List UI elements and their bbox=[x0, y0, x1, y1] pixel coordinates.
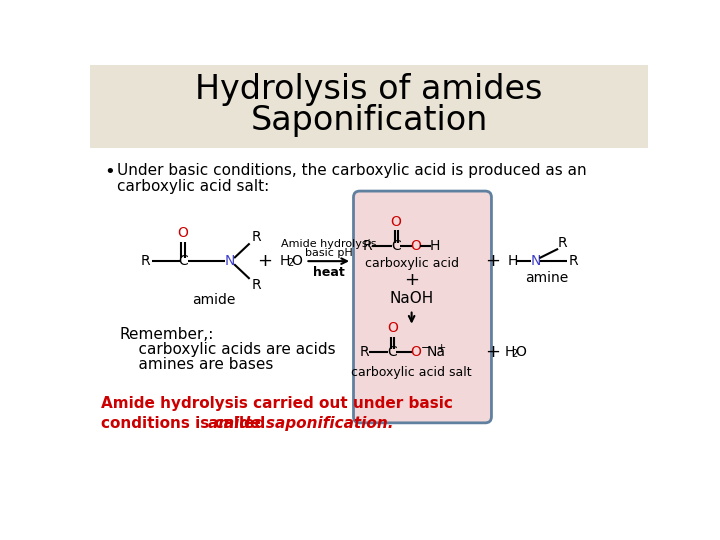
Text: heat: heat bbox=[312, 266, 345, 279]
Text: R: R bbox=[359, 345, 369, 359]
Text: amines are bases: amines are bases bbox=[120, 357, 274, 373]
Text: +: + bbox=[257, 252, 272, 270]
Text: basic pH: basic pH bbox=[305, 248, 353, 259]
Text: Remember,:: Remember,: bbox=[120, 327, 214, 342]
Text: R: R bbox=[363, 239, 372, 253]
Text: 2: 2 bbox=[287, 259, 293, 268]
Text: R: R bbox=[252, 230, 261, 244]
Text: •: • bbox=[104, 163, 114, 180]
Text: amide saponification.: amide saponification. bbox=[208, 416, 393, 431]
Text: O: O bbox=[516, 345, 526, 359]
Text: N: N bbox=[225, 254, 235, 268]
Text: Hydrolysis of amides: Hydrolysis of amides bbox=[195, 73, 543, 106]
Text: −: − bbox=[421, 343, 431, 353]
Text: H: H bbox=[280, 254, 290, 268]
Text: amide: amide bbox=[192, 293, 235, 307]
Text: conditions is called: conditions is called bbox=[101, 416, 270, 431]
Text: Under basic conditions, the carboxylic acid is produced as an: Under basic conditions, the carboxylic a… bbox=[117, 163, 587, 178]
Text: Amide hydrolysis: Amide hydrolysis bbox=[281, 239, 377, 249]
Text: O: O bbox=[391, 215, 402, 229]
Text: 2: 2 bbox=[512, 349, 518, 359]
Text: C: C bbox=[178, 254, 188, 268]
Text: O: O bbox=[410, 345, 421, 359]
Text: Na: Na bbox=[426, 345, 446, 359]
FancyBboxPatch shape bbox=[354, 191, 492, 423]
Text: +: + bbox=[404, 272, 419, 289]
Text: R: R bbox=[558, 235, 567, 249]
Text: C: C bbox=[387, 345, 397, 359]
Text: +: + bbox=[437, 343, 446, 353]
Text: O: O bbox=[410, 239, 421, 253]
Text: NaOH: NaOH bbox=[390, 291, 433, 306]
Text: Amide hydrolysis carried out under basic: Amide hydrolysis carried out under basic bbox=[101, 396, 453, 411]
Text: O: O bbox=[292, 254, 302, 268]
Text: O: O bbox=[387, 321, 397, 335]
Text: +: + bbox=[485, 252, 500, 270]
Text: carboxylic acid salt: carboxylic acid salt bbox=[351, 366, 472, 379]
Text: R: R bbox=[569, 254, 578, 268]
Text: N: N bbox=[531, 254, 541, 268]
Text: +: + bbox=[485, 343, 500, 361]
Text: carboxylic acid salt:: carboxylic acid salt: bbox=[117, 179, 269, 194]
Text: C: C bbox=[391, 239, 401, 253]
Text: O: O bbox=[178, 226, 189, 240]
Text: H: H bbox=[430, 239, 440, 253]
Text: amine: amine bbox=[526, 271, 569, 285]
FancyBboxPatch shape bbox=[90, 65, 648, 148]
Text: R: R bbox=[141, 254, 150, 268]
Text: H: H bbox=[505, 345, 515, 359]
Text: H: H bbox=[507, 254, 518, 268]
Text: carboxylic acid: carboxylic acid bbox=[364, 257, 459, 270]
Text: R: R bbox=[252, 278, 261, 292]
Text: carboxylic acids are acids: carboxylic acids are acids bbox=[120, 342, 336, 357]
Text: Saponification: Saponification bbox=[251, 104, 487, 137]
